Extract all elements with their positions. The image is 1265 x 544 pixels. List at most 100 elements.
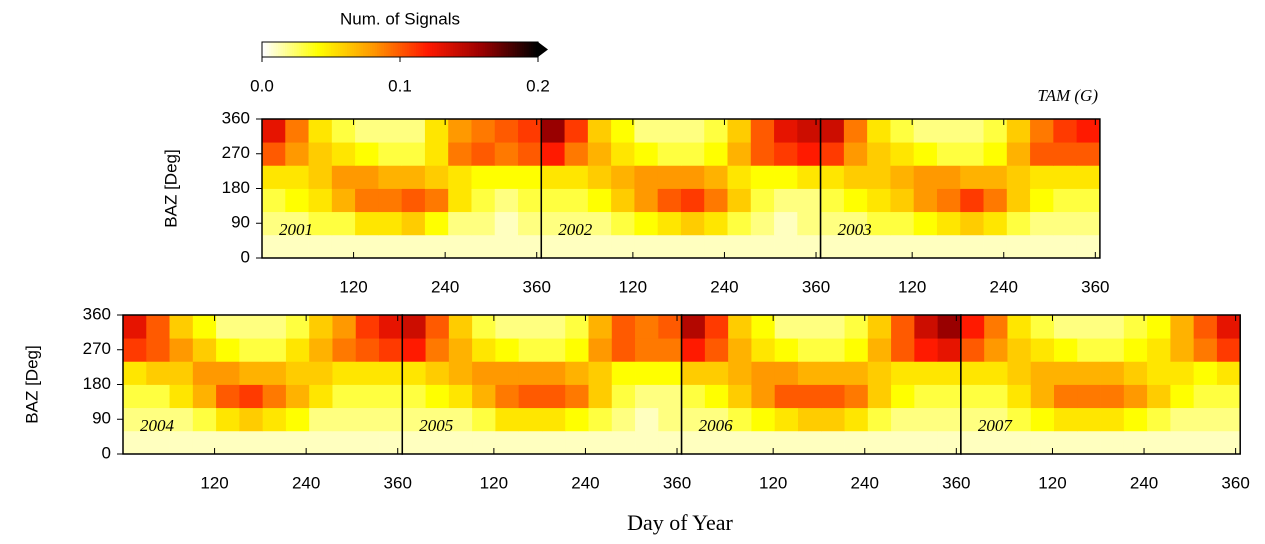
heatmap-cell: [378, 165, 403, 189]
heatmap-cell: [541, 384, 566, 409]
heatmap-cell: [891, 315, 915, 339]
heatmap-cell: [960, 165, 984, 189]
colorbar-swatch: [296, 42, 300, 57]
heatmap-cell: [611, 361, 636, 385]
colorbar-swatch: [303, 42, 307, 57]
colorbar-swatch: [337, 42, 341, 57]
heatmap-cell: [937, 361, 962, 385]
x-tick-label: 120: [200, 473, 228, 492]
colorbar-swatch: [436, 42, 440, 57]
heatmap-cell: [495, 430, 520, 455]
heatmap-cell: [564, 142, 589, 166]
heatmap-cell: [308, 211, 333, 236]
heatmap-cell: [960, 338, 985, 362]
panels: 120 240 360 0 90 180 270 360 BAZ [Deg] 2001 120 240…: [22, 108, 1249, 492]
heatmap-cell: [914, 338, 939, 362]
heatmap-cell: [1077, 407, 1101, 432]
heatmap-cell: [472, 315, 496, 339]
colorbar-swatch: [324, 42, 327, 57]
heatmap-cell: [587, 188, 612, 213]
heatmap-cell: [1054, 338, 1078, 362]
heatmap-cell: [820, 165, 845, 189]
heatmap-cell: [728, 430, 752, 455]
heatmap-cell: [680, 142, 705, 166]
colorbar-swatch: [377, 42, 380, 57]
colorbar-swatch: [285, 42, 288, 57]
heatmap-cell: [728, 361, 752, 385]
heatmap-cell: [634, 234, 659, 259]
x-tick-label: 240: [851, 473, 879, 492]
heatmap-cell: [797, 165, 821, 189]
heatmap-cell: [680, 165, 705, 189]
heatmap-cell: [867, 211, 891, 236]
heatmap-cell: [1123, 407, 1148, 432]
heatmap-cell: [1030, 361, 1055, 385]
heatmap-cell: [797, 407, 822, 432]
heatmap-cell: [821, 338, 845, 362]
heatmap-cell: [797, 234, 821, 259]
heatmap-cell: [774, 165, 798, 189]
heatmap-cell: [1170, 384, 1195, 409]
heatmap-cell: [448, 361, 473, 385]
heatmap-cell: [355, 165, 379, 189]
colorbar-swatch: [262, 42, 265, 57]
heatmap-cell: [425, 338, 450, 362]
heatmap-cell: [681, 384, 706, 409]
heatmap-cell: [680, 188, 705, 213]
heatmap-cell: [1007, 430, 1032, 455]
heatmap-cell: [308, 165, 333, 189]
heatmap-cell: [1077, 430, 1101, 455]
heatmap-cell: [355, 430, 380, 455]
colorbar-swatch: [402, 42, 406, 57]
heatmap-cell: [727, 234, 752, 259]
heatmap-cell: [355, 384, 380, 409]
colorbar-swatch: [266, 42, 270, 57]
heatmap-cell: [704, 188, 728, 213]
heatmap-cell: [471, 188, 496, 213]
heatmap-cell: [611, 142, 635, 166]
x-tick-label: 240: [571, 473, 599, 492]
heatmap-cell: [1123, 315, 1148, 339]
heatmap-cell: [1216, 361, 1241, 385]
heatmap-cell: [750, 188, 775, 213]
year-label: 2007: [978, 416, 1014, 435]
heatmap-cell: [658, 430, 682, 455]
heatmap-cell: [587, 165, 612, 189]
heatmap-cell: [914, 315, 939, 339]
heatmap-cell: [1123, 430, 1148, 455]
year-label: 2002: [558, 220, 593, 239]
heatmap-cell: [680, 234, 705, 259]
heatmap-cell: [424, 142, 449, 166]
heatmap-cell: [727, 119, 752, 143]
colorbar-swatch: [367, 42, 371, 57]
heatmap-cell: [821, 430, 845, 455]
colorbar-swatch: [475, 42, 479, 57]
colorbar-swatch: [482, 42, 486, 57]
heatmap-cell: [1076, 234, 1101, 259]
heatmap-cell: [843, 211, 868, 236]
heatmap-cell: [471, 211, 496, 236]
heatmap-cell: [285, 361, 310, 385]
heatmap-cell: [983, 165, 1008, 189]
colorbar-swatch: [370, 42, 373, 57]
colorbar-swatch: [314, 42, 318, 57]
heatmap-cell: [960, 315, 985, 339]
colorbar-tick-label: 0.0: [250, 76, 274, 95]
colorbar-swatch: [512, 42, 516, 57]
heatmap-cell: [1006, 119, 1031, 143]
heatmap-cell: [867, 430, 892, 455]
heatmap-cell: [913, 188, 938, 213]
colorbar-swatch: [494, 42, 498, 57]
x-tick-label: 360: [384, 473, 412, 492]
heatmap-cell: [960, 211, 984, 236]
heatmap-cell: [1006, 165, 1031, 189]
heatmap-cell: [914, 361, 939, 385]
colorbar-swatch: [464, 42, 468, 57]
heatmap-cell: [635, 315, 659, 339]
colorbar-swatch: [432, 42, 436, 57]
heatmap-cell: [658, 361, 682, 385]
colorbar-swatch: [326, 42, 330, 57]
heatmap-cell: [913, 119, 938, 143]
heatmap-cell: [611, 407, 636, 432]
heatmap-cell: [634, 119, 659, 143]
